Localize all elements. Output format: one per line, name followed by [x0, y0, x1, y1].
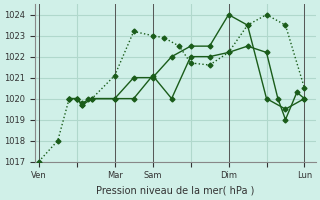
- X-axis label: Pression niveau de la mer( hPa ): Pression niveau de la mer( hPa ): [96, 186, 255, 196]
